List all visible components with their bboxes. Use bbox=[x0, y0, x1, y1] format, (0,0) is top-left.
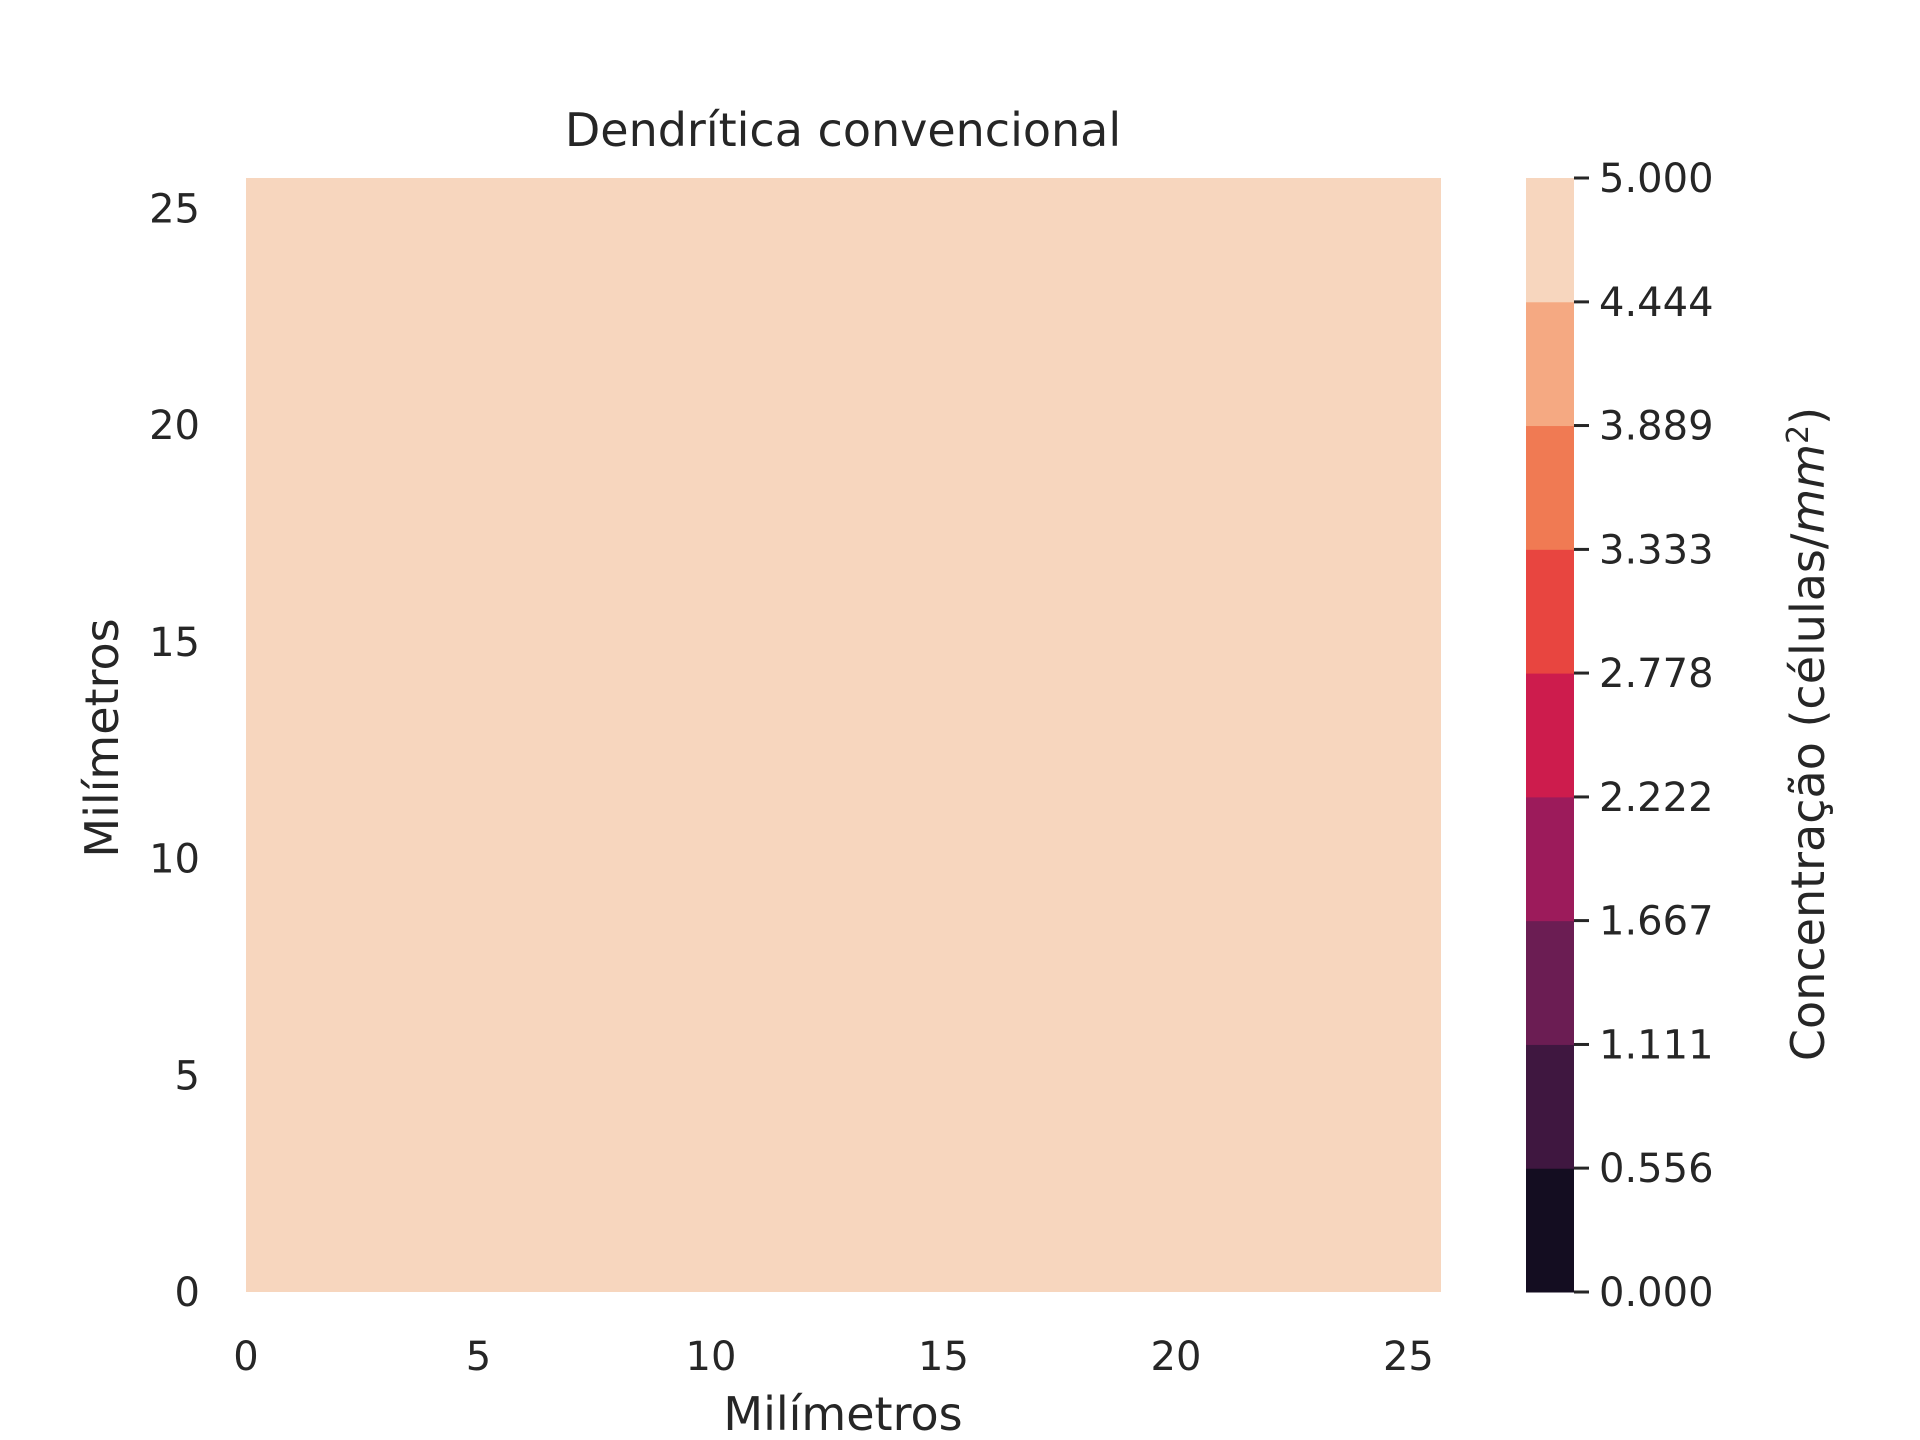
x-tick-label: 25 bbox=[1383, 1334, 1434, 1380]
colorbar-band bbox=[1526, 425, 1574, 550]
y-tick-label: 0 bbox=[175, 1270, 200, 1316]
colorbar-label-exp: 2 bbox=[1781, 425, 1816, 444]
colorbar-band bbox=[1526, 1168, 1574, 1293]
y-axis-ticks: 0 5 10 15 20 25 bbox=[149, 186, 200, 1316]
y-tick-label: 25 bbox=[149, 186, 200, 232]
colorbar-tick-label: 3.889 bbox=[1599, 404, 1714, 450]
colorbar bbox=[1526, 178, 1574, 1293]
y-tick-label: 5 bbox=[175, 1053, 200, 1099]
colorbar-tick-label: 4.444 bbox=[1599, 280, 1714, 326]
colorbar-band bbox=[1526, 920, 1574, 1045]
colorbar-tick-label: 3.333 bbox=[1599, 527, 1714, 573]
colorbar-tick-label: 0.556 bbox=[1599, 1146, 1714, 1192]
x-tick-label: 20 bbox=[1151, 1334, 1202, 1380]
colorbar-label-suffix: ) bbox=[1781, 407, 1835, 425]
x-axis-ticks: 0 5 10 15 20 25 bbox=[233, 1334, 1434, 1380]
colorbar-band bbox=[1526, 549, 1574, 674]
colorbar-tick-label: 2.222 bbox=[1599, 775, 1714, 821]
heatmap-field bbox=[246, 178, 1441, 1292]
x-axis-label: Milímetros bbox=[723, 1387, 962, 1440]
colorbar-band bbox=[1526, 796, 1574, 922]
y-axis-label: Milímetros bbox=[75, 618, 129, 857]
colorbar-tick-label: 1.667 bbox=[1599, 899, 1714, 945]
colorbar-label-unit: mm bbox=[1781, 444, 1835, 534]
colorbar-band bbox=[1526, 301, 1574, 427]
colorbar-label: Concentração (células/mm2) bbox=[1781, 407, 1835, 1061]
colorbar-band bbox=[1526, 178, 1574, 303]
y-tick-label: 20 bbox=[149, 403, 200, 449]
colorbar-label-prefix: Concentração (células/ bbox=[1781, 533, 1835, 1061]
colorbar-tick-label: 2.778 bbox=[1599, 651, 1714, 697]
x-tick-label: 10 bbox=[686, 1334, 737, 1380]
chart-title: Dendrítica convencional bbox=[565, 103, 1121, 157]
colorbar-tick-label: 0.000 bbox=[1599, 1270, 1714, 1316]
colorbar-band bbox=[1526, 673, 1574, 798]
x-tick-label: 5 bbox=[466, 1334, 491, 1380]
y-tick-label: 10 bbox=[149, 837, 200, 883]
x-tick-label: 15 bbox=[918, 1334, 969, 1380]
colorbar-band bbox=[1526, 1044, 1574, 1169]
colorbar-ticks: 0.000 0.556 1.111 1.667 2.222 2.778 3.333 3.889… bbox=[1574, 156, 1714, 1316]
x-tick-label: 0 bbox=[233, 1334, 258, 1380]
colorbar-tick-label: 5.000 bbox=[1599, 156, 1714, 202]
y-tick-label: 15 bbox=[149, 620, 200, 666]
colorbar-tick-label: 1.111 bbox=[1599, 1022, 1714, 1068]
